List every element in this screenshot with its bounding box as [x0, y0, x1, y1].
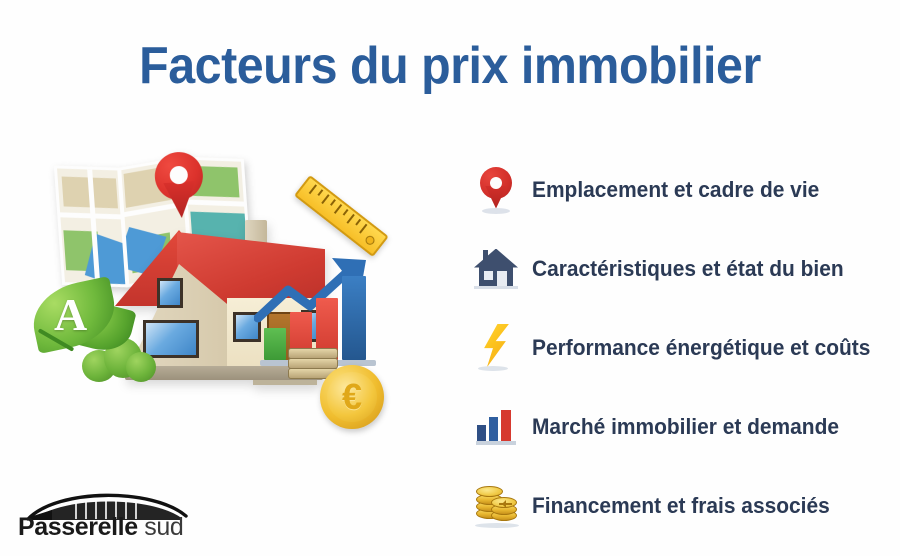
logo[interactable]: Passerelle sud	[18, 486, 198, 548]
page-title: Facteurs du prix immobilier	[139, 37, 761, 95]
factor-label: Financement et frais associés	[532, 492, 830, 518]
gable-window	[143, 320, 199, 358]
factor-label: Marché immobilier et demande	[532, 413, 840, 439]
factor-row-financement[interactable]: Financement et frais associés	[470, 466, 890, 545]
map-pin-icon	[470, 164, 522, 216]
growth-bar-3	[316, 298, 338, 360]
growth-bar-1	[264, 328, 286, 360]
lightning-bolt-icon	[470, 322, 522, 374]
factor-row-marche[interactable]: Marché immobilier et demande	[470, 387, 890, 466]
energy-rating-letter: A	[54, 289, 88, 340]
euro-coin-icon: €	[320, 365, 384, 429]
factor-row-performance[interactable]: Performance énergétique et coûts	[470, 308, 890, 387]
attic-window	[157, 278, 183, 308]
factor-label: Emplacement et cadre de vie	[532, 176, 820, 202]
entry-step-lower	[253, 376, 317, 385]
bridge-arch-icon	[20, 493, 188, 521]
logo-name-light: sud	[137, 513, 184, 541]
factor-row-caracteristiques[interactable]: Caractéristiques et état du bien	[470, 229, 890, 308]
foundation	[125, 366, 323, 380]
map-pin-icon	[153, 150, 206, 221]
logo-name-bold: Passerelle	[18, 513, 138, 541]
bar-chart-icon	[470, 401, 522, 453]
factor-row-emplacement[interactable]: Emplacement et cadre de vie	[470, 150, 890, 229]
euro-symbol: €	[341, 376, 363, 417]
factor-label: Caractéristiques et état du bien	[532, 255, 844, 281]
energy-leaf-badge-icon: A	[26, 275, 137, 368]
logo-wordmark: Passerelle sud	[18, 513, 198, 542]
growth-bar-4	[342, 276, 366, 360]
coins-stack-icon	[470, 480, 522, 532]
real-estate-illustration: A €	[20, 150, 460, 460]
factor-label: Performance énergétique et coûts	[532, 334, 871, 360]
factor-list: Emplacement et cadre de vie Caractéristi…	[470, 150, 890, 545]
house-icon	[470, 243, 522, 295]
